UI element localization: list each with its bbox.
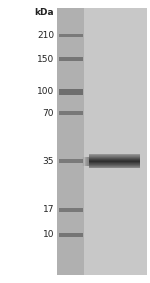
Bar [89,163,140,164]
Bar [86,156,91,166]
Bar [89,164,140,165]
Bar [58,208,82,212]
Text: 70: 70 [42,109,54,118]
Bar [85,156,90,166]
Text: 210: 210 [37,31,54,40]
Bar [57,8,147,275]
Text: 10: 10 [42,230,54,239]
Bar [89,166,140,167]
Bar [58,33,82,37]
Bar [89,165,140,166]
Bar [89,159,140,160]
Bar [87,156,92,166]
Bar [83,156,88,166]
Bar [89,166,140,167]
Bar [89,156,140,157]
Text: 17: 17 [42,205,54,215]
Bar [88,156,92,166]
Bar [89,157,140,158]
Bar [89,160,140,161]
Bar [89,167,140,168]
Bar [82,156,87,166]
Bar [58,160,82,163]
Bar [89,163,140,164]
Bar [89,161,140,162]
Text: 100: 100 [37,87,54,97]
Text: 35: 35 [42,157,54,166]
Bar [58,111,82,115]
Bar [89,157,140,158]
Bar [89,155,140,156]
Bar [89,158,140,159]
Bar [58,89,82,95]
Bar [89,165,140,166]
Bar [85,156,89,166]
Bar [89,154,140,155]
Text: kDa: kDa [34,8,54,17]
Bar [84,8,147,275]
Bar [89,160,140,161]
Text: 150: 150 [37,55,54,64]
Bar [58,57,82,61]
Bar [57,8,84,275]
Bar [84,156,88,166]
Bar [58,233,82,237]
Bar [89,162,140,163]
